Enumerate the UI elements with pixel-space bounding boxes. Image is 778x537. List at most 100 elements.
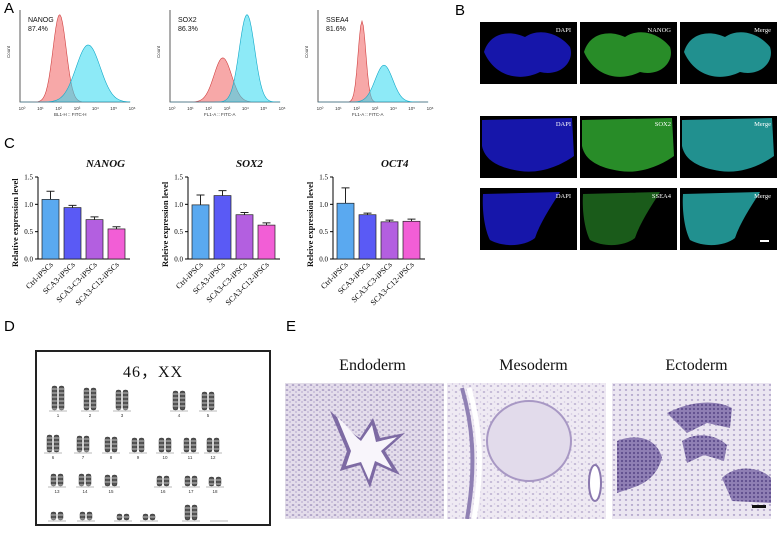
flow-ylabel: Count <box>6 45 11 58</box>
if-cell-colony <box>484 32 571 77</box>
chart-title: OCT4 <box>381 158 409 170</box>
error-bar <box>262 222 271 226</box>
flow-tick-label: 10⁰ <box>317 106 324 111</box>
flow-tick-label: 10² <box>55 106 62 111</box>
bar-sca3-c3-ipscs <box>235 214 254 260</box>
chart-title: NANOG <box>86 158 126 170</box>
chromosome-7 <box>76 435 83 453</box>
bar-sca3-c12-ipscs <box>257 224 276 260</box>
chromosome-18 <box>215 476 222 487</box>
flow-tick-label: 10⁵ <box>260 106 267 111</box>
chromosome-20 <box>79 511 86 521</box>
chromosome-X <box>184 504 191 521</box>
flow-tick-label: 10⁰ <box>169 106 176 111</box>
flow-tick-label: 10³ <box>372 106 379 111</box>
flow-tick-label: 10⁴ <box>390 106 397 111</box>
error-bar <box>90 216 99 220</box>
flow-histogram-nanog: 10⁰ 10¹ 10² 10³ 10⁴ 10⁵ 10⁶ NANOG 87.4% Count BL1-… <box>6 10 136 117</box>
chart-title: SOX2 <box>236 158 263 170</box>
panel-label-c: C <box>4 135 15 152</box>
bar-sca3-ipscs <box>213 195 232 260</box>
flow-tick-label: 10⁴ <box>92 106 99 111</box>
if-cell-colony <box>682 192 760 246</box>
y-tick-label: 1.5 <box>24 174 33 182</box>
bar-sca3-c3-ipscs <box>85 219 104 260</box>
flow-tick-label: 10⁵ <box>110 106 117 111</box>
chromosome-label: 17 <box>188 489 194 494</box>
chromosome-6 <box>53 434 60 453</box>
chromosome-label: Y <box>217 523 220 524</box>
if-channel-label: DAPI <box>555 27 571 34</box>
flow-marker-percent: 87.4% <box>28 26 48 33</box>
if-image-nanog-row1: NANOG <box>580 22 677 84</box>
flow-tick-label: 10² <box>353 106 360 111</box>
chromosome-label: 13 <box>54 489 60 494</box>
flow-tick-label: 10¹ <box>37 106 44 111</box>
chromosome-label: 19 <box>54 523 60 524</box>
chromosome-label: 5 <box>207 413 210 418</box>
error-bar <box>363 212 372 215</box>
histology-title-ectoderm: Ectoderm <box>665 357 728 374</box>
chromosome-5 <box>201 391 208 411</box>
flow-stained-curve <box>170 14 281 103</box>
bar-ctrl-ipscs <box>191 204 210 260</box>
flow-xlabel: BL1-H :: FITC-H <box>54 112 87 117</box>
y-tick-label: 0.0 <box>319 256 328 264</box>
chromosome-16 <box>163 475 170 487</box>
if-image-merge-row2: Merge <box>680 116 777 178</box>
flow-tick-label: 10² <box>205 106 212 111</box>
flow-stained-curve <box>318 64 429 103</box>
bar-sca3-c12-ipscs <box>402 220 421 260</box>
if-cell-colony <box>482 118 574 172</box>
flow-histogram-ssea4: 10⁰ 10¹ 10² 10³ 10⁴ 10⁵ 10⁶ SSEA4 81.6% Count FL1-… <box>304 10 434 117</box>
if-cell-colony <box>482 192 560 246</box>
error-bar <box>385 219 394 222</box>
chromosome-label: 4 <box>178 413 181 418</box>
y-tick-label: 0.5 <box>319 228 328 236</box>
if-channel-label: DAPI <box>555 121 571 128</box>
chromosome-label: 14 <box>82 489 88 494</box>
chromosome-4 <box>172 390 179 411</box>
chromosome-19 <box>50 511 57 521</box>
chromosome-label: 8 <box>110 455 113 460</box>
chromosome-17 <box>191 475 198 487</box>
panel-label-d: D <box>4 318 15 335</box>
flow-marker-percent: 81.6% <box>326 26 346 33</box>
y-tick-label: 0.0 <box>24 256 33 264</box>
chromosome-label: 2 <box>89 413 92 418</box>
if-channel-label: Merge <box>754 27 771 34</box>
if-channel-label: SOX2 <box>654 121 671 128</box>
flow-tick-label: 10⁵ <box>408 106 415 111</box>
chromosome-label: 22 <box>146 523 152 524</box>
chromosome-1 <box>58 385 65 411</box>
flow-xlabel: FL1-A :: FITC-A <box>204 112 236 117</box>
y-tick-label: 1.5 <box>319 174 328 182</box>
chromosome-6 <box>46 434 53 453</box>
if-image-merge-row1: Merge <box>680 22 777 84</box>
chromosome-8 <box>111 436 118 453</box>
karyotype-box: 46，XX 1234567891011121314151617181920212… <box>35 350 271 526</box>
y-tick-label: 0.5 <box>174 228 183 236</box>
chromosome-17 <box>184 475 191 487</box>
chromosome-14 <box>85 473 92 487</box>
chromosome-label: X <box>189 523 192 524</box>
histology-title-mesoderm: Mesoderm <box>499 357 568 374</box>
chromosome-X <box>191 504 198 521</box>
chromosome-label: 20 <box>83 523 89 524</box>
chromosome-15 <box>111 474 118 487</box>
flow-tick-label: 10³ <box>224 106 231 111</box>
histology-image-ectoderm <box>612 383 771 519</box>
error-bar <box>46 190 55 200</box>
if-image-sox2-row2: SOX2 <box>580 116 677 178</box>
chromosome-label: 18 <box>212 489 218 494</box>
y-tick-label: 1.5 <box>174 174 183 182</box>
flow-marker-label: SOX2 86.3% <box>178 16 198 34</box>
chromosome-4 <box>179 390 186 411</box>
y-tick-label: 0.0 <box>174 256 183 264</box>
chromosome-label: 16 <box>160 489 166 494</box>
chromosome-label: 11 <box>188 455 193 460</box>
histology-title-endoderm: Endoderm <box>339 357 406 374</box>
flow-tick-label: 10⁴ <box>242 106 249 111</box>
error-bar <box>68 204 77 208</box>
chromosome-5 <box>208 391 215 411</box>
